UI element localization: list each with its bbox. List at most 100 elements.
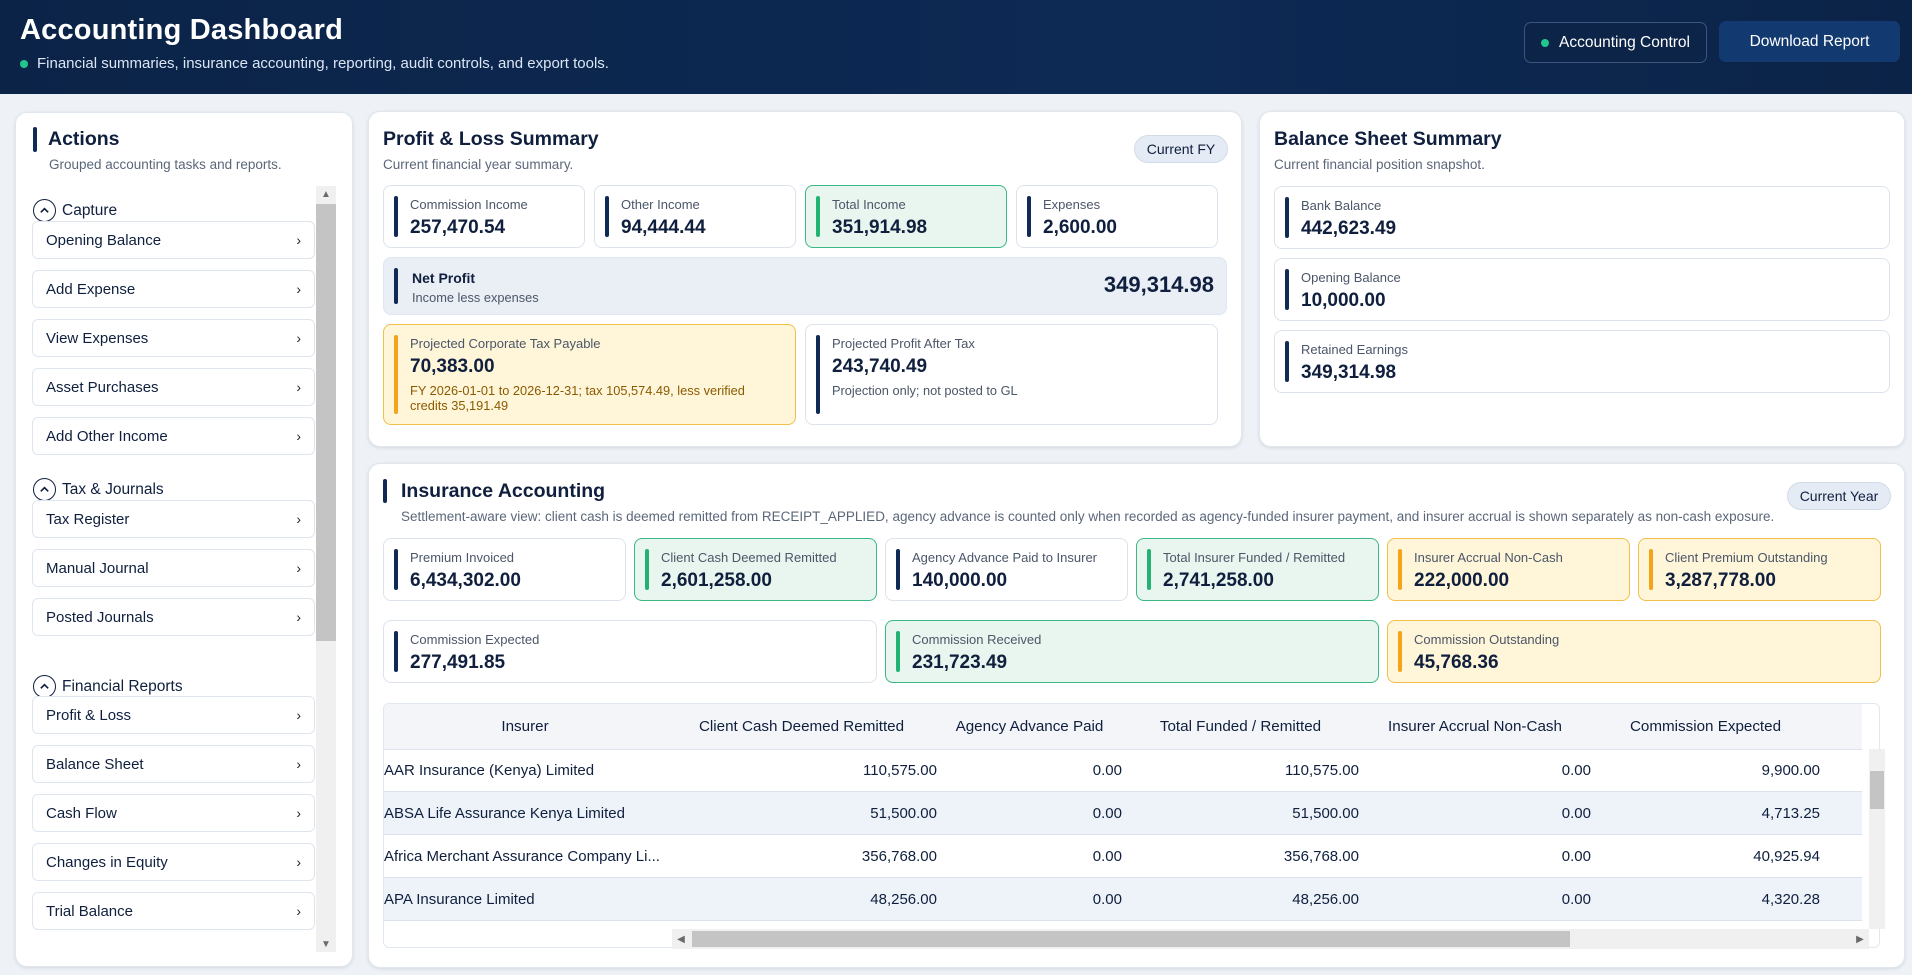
table-row[interactable]: APA Insurance Limited 48,256.00 0.00 48,… xyxy=(384,878,1862,920)
column-header[interactable]: Insurer Accrual Non-Cash xyxy=(1388,718,1562,735)
action-add-expense[interactable]: Add Expense › xyxy=(32,270,315,308)
group-label: Capture xyxy=(62,201,118,219)
chevron-right-icon: › xyxy=(296,707,301,723)
tile-indicator xyxy=(1027,196,1031,237)
top-header: Accounting Dashboard Financial summaries… xyxy=(0,0,1912,94)
scroll-down-arrow-icon[interactable]: ▼ xyxy=(321,938,331,950)
scroll-up-arrow-icon[interactable]: ▲ xyxy=(321,188,331,200)
tile-note: Projection only; not posted to GL xyxy=(832,383,1018,398)
tile-indicator xyxy=(1649,549,1653,590)
net-profit-tile: Net Profit Income less expenses 349,314.… xyxy=(383,257,1227,315)
cell-value: 4,320.28 xyxy=(1761,890,1820,908)
action-label: Add Expense xyxy=(46,280,136,298)
table-horizontal-scrollbar[interactable]: ◀ ▶ xyxy=(672,929,1869,949)
tile-value: 231,723.49 xyxy=(912,652,1008,673)
expenses-tile: Expenses 2,600.00 xyxy=(1016,185,1218,248)
cell-value: 0.00 xyxy=(1561,761,1591,779)
action-cash-flow[interactable]: Cash Flow › xyxy=(32,794,315,832)
actions-title: Actions xyxy=(48,128,120,150)
action-balance-sheet[interactable]: Balance Sheet › xyxy=(32,745,315,783)
tile-label: Client Premium Outstanding xyxy=(1665,550,1828,565)
commission-income-tile: Commission Income 257,470.54 xyxy=(383,185,585,248)
commission-received-tile: Commission Received 231,723.49 xyxy=(885,620,1379,683)
download-report-button[interactable]: Download Report xyxy=(1719,21,1900,62)
tile-label: Opening Balance xyxy=(1301,270,1401,285)
tile-indicator xyxy=(1285,341,1289,382)
tile-indicator xyxy=(394,631,398,672)
status-dot-icon xyxy=(20,59,28,68)
scrollbar-thumb[interactable] xyxy=(692,931,1570,947)
tile-indicator xyxy=(394,335,398,414)
action-trial-balance[interactable]: Trial Balance › xyxy=(32,892,315,930)
commission-outstanding-tile: Commission Outstanding 45,768.36 xyxy=(1387,620,1881,683)
actions-scrollbar[interactable]: ▲ ▼ xyxy=(316,186,336,952)
tile-label: Commission Received xyxy=(912,632,1042,647)
tile-indicator xyxy=(896,631,900,672)
column-header[interactable]: Total Funded / Remitted xyxy=(1159,718,1322,735)
current-year-badge: Current Year xyxy=(1787,482,1891,510)
group-tax-journals-toggle[interactable]: Tax & Journals xyxy=(33,478,164,501)
action-view-expenses[interactable]: View Expenses › xyxy=(32,319,315,357)
cell-value: 110,575.00 xyxy=(863,761,937,779)
column-header[interactable]: Agency Advance Paid xyxy=(955,718,1104,735)
scrollbar-thumb[interactable] xyxy=(316,204,336,641)
section-accent-bar xyxy=(383,479,387,503)
group-capture-toggle[interactable]: Capture xyxy=(33,199,117,222)
chevron-up-icon xyxy=(33,199,56,222)
tile-indicator xyxy=(394,268,398,304)
cell-value: 4,713.25 xyxy=(1761,804,1820,822)
table-header-row: Insurer Client Cash Deemed Remitted Agen… xyxy=(384,704,1862,749)
balance-subtitle: Current financial position snapshot. xyxy=(1274,157,1485,172)
action-label: Changes in Equity xyxy=(46,853,168,871)
action-tax-register[interactable]: Tax Register › xyxy=(32,500,315,538)
cell-value: 0.00 xyxy=(1561,847,1591,865)
action-add-other-income[interactable]: Add Other Income › xyxy=(32,417,315,455)
tile-label: Projected Corporate Tax Payable xyxy=(410,336,601,351)
column-header[interactable]: Insurer xyxy=(501,718,549,735)
tile-value: 45,768.36 xyxy=(1414,652,1499,673)
table-row[interactable]: ABSA Life Assurance Kenya Limited 51,500… xyxy=(384,792,1862,834)
column-header[interactable]: Commission Expected xyxy=(1629,718,1782,735)
cell-insurer: APA Insurance Limited xyxy=(384,890,535,908)
opening-balance-tile: Opening Balance 10,000.00 xyxy=(1274,258,1890,321)
tile-value: 442,623.49 xyxy=(1301,218,1397,239)
cell-value: 40,925.94 xyxy=(1753,847,1820,865)
tile-value: 277,491.85 xyxy=(410,652,506,673)
accounting-control-badge[interactable]: Accounting Control xyxy=(1524,22,1707,63)
scrollbar-thumb[interactable] xyxy=(1870,771,1884,809)
action-opening-balance[interactable]: Opening Balance › xyxy=(32,221,315,259)
accounting-control-label: Accounting Control xyxy=(1559,33,1690,51)
column-header[interactable]: Client Cash Deemed Remitted xyxy=(698,718,905,735)
table-row[interactable]: AAR Insurance (Kenya) Limited 110,575.00… xyxy=(384,749,1862,791)
tile-label: Bank Balance xyxy=(1301,198,1382,213)
row-divider xyxy=(384,920,1862,921)
chevron-right-icon: › xyxy=(296,511,301,527)
action-label: Opening Balance xyxy=(46,231,162,249)
total-funded-tile: Total Insurer Funded / Remitted 2,741,25… xyxy=(1136,538,1379,601)
action-manual-journal[interactable]: Manual Journal › xyxy=(32,549,315,587)
row-divider xyxy=(384,877,1862,878)
tile-value: 349,314.98 xyxy=(1301,362,1397,383)
tile-label: Client Cash Deemed Remitted xyxy=(661,550,837,565)
balance-sheet-card: Balance Sheet Summary Current financial … xyxy=(1259,111,1905,447)
section-accent-bar xyxy=(33,127,37,152)
scroll-right-arrow-icon[interactable]: ▶ xyxy=(1856,933,1864,945)
net-profit-label: Net Profit xyxy=(412,270,475,286)
tile-label: Premium Invoiced xyxy=(410,550,515,565)
group-financial-reports-toggle[interactable]: Financial Reports xyxy=(33,675,183,698)
action-posted-journals[interactable]: Posted Journals › xyxy=(32,598,315,636)
table-vertical-scrollbar[interactable] xyxy=(1869,749,1885,929)
action-changes-in-equity[interactable]: Changes in Equity › xyxy=(32,843,315,881)
chevron-right-icon: › xyxy=(296,756,301,772)
profit-loss-card: Profit & Loss Summary Current financial … xyxy=(368,111,1242,447)
chevron-right-icon: › xyxy=(296,609,301,625)
table-row[interactable]: Africa Merchant Assurance Company Li... … xyxy=(384,835,1862,877)
tile-value: 6,434,302.00 xyxy=(410,570,521,591)
cell-insurer: Africa Merchant Assurance Company Li... xyxy=(384,847,660,865)
other-income-tile: Other Income 94,444.44 xyxy=(594,185,796,248)
scroll-left-arrow-icon[interactable]: ◀ xyxy=(677,933,685,945)
action-label: View Expenses xyxy=(46,329,149,347)
action-asset-purchases[interactable]: Asset Purchases › xyxy=(32,368,315,406)
action-profit-loss[interactable]: Profit & Loss › xyxy=(32,696,315,734)
tile-label: Commission Outstanding xyxy=(1414,632,1560,647)
